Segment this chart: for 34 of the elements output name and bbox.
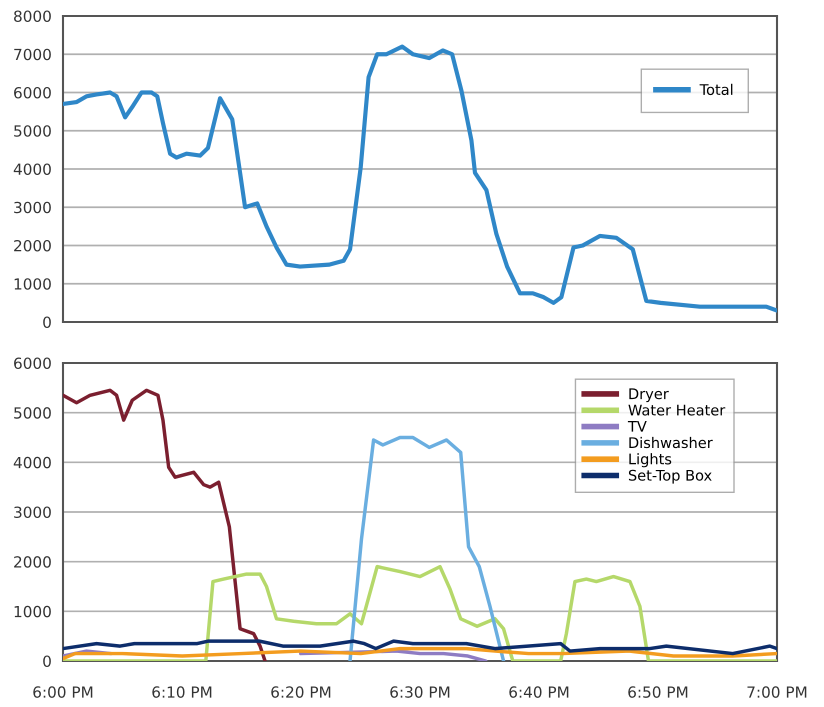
y-tick-label: 5000 <box>14 407 51 419</box>
y-tick-label: 1000 <box>14 278 51 290</box>
x-tick-label: 6:50 PM <box>628 686 688 698</box>
x-tick-label: 6:10 PM <box>152 686 212 698</box>
x-tick-label: 7:00 PM <box>747 686 806 698</box>
legend-label: Set-Top Box <box>628 470 712 484</box>
y-tick-label: 1000 <box>14 606 51 618</box>
y-tick-label: 3000 <box>14 202 51 214</box>
y-tick-label: 0 <box>43 655 51 668</box>
line-series <box>63 388 267 661</box>
line-series <box>63 639 777 656</box>
y-tick-label: 6000 <box>14 86 51 99</box>
y-tick-label: 0 <box>43 316 51 328</box>
y-tick-label: 6000 <box>14 357 51 370</box>
x-tick-label: 6:40 PM <box>509 686 568 698</box>
legend-label: TV <box>628 421 647 432</box>
y-tick-label: 3000 <box>14 506 51 518</box>
y-tick-label: 8000 <box>14 10 51 22</box>
y-tick-label: 7000 <box>14 48 51 60</box>
legend-label: Lights <box>629 453 672 468</box>
legend-label: Total <box>700 84 732 96</box>
y-tick-label: 2000 <box>14 556 51 568</box>
line-series <box>63 44 777 313</box>
x-tick-label: 6:30 PM <box>390 686 450 698</box>
x-tick-label: 6:20 PM <box>271 686 330 698</box>
y-tick-label: 2000 <box>14 240 51 252</box>
line-series <box>348 436 506 661</box>
legend-label: Dryer <box>629 388 669 402</box>
y-tick-label: 4000 <box>14 163 51 176</box>
y-tick-label: 4000 <box>14 456 51 468</box>
y-tick-label: 5000 <box>14 125 51 137</box>
legend-label: Water Heater <box>628 404 726 416</box>
x-tick-label: 6:00 PM <box>33 686 92 698</box>
legend-label: Dishwasher <box>629 436 713 448</box>
